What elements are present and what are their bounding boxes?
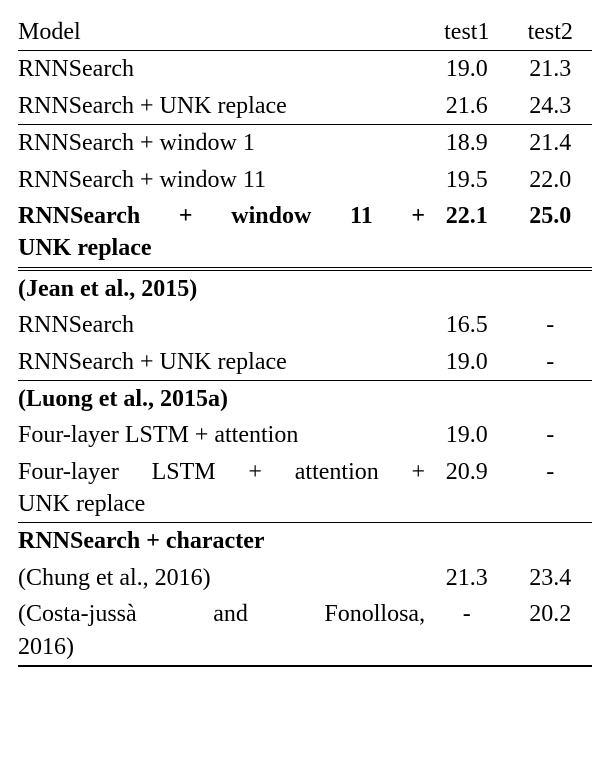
cell-test2: 20.2 — [509, 596, 592, 666]
citation-header: (Jean et al., 2015) — [18, 269, 425, 307]
cell-test2: 21.3 — [509, 51, 592, 88]
cell-test2: - — [509, 454, 592, 523]
cell-model-line2: UNK replace — [18, 488, 425, 520]
table-row: Four-layer LSTM + attention 19.0 - — [18, 417, 592, 453]
col-header-test2: test2 — [509, 14, 592, 51]
table-row: RNNSearch + UNK replace 19.0 - — [18, 344, 592, 381]
table-row: Four-layer LSTM + attention + UNK replac… — [18, 454, 592, 523]
cell-test1: 21.6 — [425, 88, 508, 125]
cell-empty — [509, 523, 592, 560]
rule — [18, 666, 592, 667]
cell-test2: 24.3 — [509, 88, 592, 125]
cell-empty — [425, 523, 508, 560]
cell-model-line1: RNNSearch + window 11 + — [18, 200, 425, 232]
table-row: (Jean et al., 2015) — [18, 269, 592, 307]
cell-empty — [425, 380, 508, 417]
cell-model: (Costa-jussà and Fonollosa, 2016) — [18, 596, 425, 666]
cell-model: RNNSearch + UNK replace — [18, 88, 425, 125]
cell-test2: - — [509, 344, 592, 381]
col-header-model: Model — [18, 14, 425, 51]
cell-model-line2: UNK replace — [18, 232, 425, 264]
cell-test1: 18.9 — [425, 125, 508, 162]
cell-test2: 23.4 — [509, 560, 592, 596]
cell-test1: 20.9 — [425, 454, 508, 523]
cell-model: RNNSearch + window 11 + UNK replace — [18, 198, 425, 269]
citation-header: (Luong et al., 2015a) — [18, 380, 425, 417]
section-header: RNNSearch + character — [18, 523, 425, 560]
cell-model: Four-layer LSTM + attention + UNK replac… — [18, 454, 425, 523]
cell-model: (Chung et al., 2016) — [18, 560, 425, 596]
cell-empty — [425, 269, 508, 307]
cell-empty — [509, 380, 592, 417]
header-row: Model test1 test2 — [18, 14, 592, 51]
cell-test1: 21.3 — [425, 560, 508, 596]
cell-test1: 16.5 — [425, 307, 508, 343]
cell-model-line2: 2016) — [18, 631, 425, 663]
cell-model: RNNSearch + UNK replace — [18, 344, 425, 381]
cell-model-line1: (Costa-jussà and Fonollosa, — [18, 598, 425, 630]
table-row: RNNSearch + window 1 18.9 21.4 — [18, 125, 592, 162]
cell-model-line1: Four-layer LSTM + attention + — [18, 456, 425, 488]
cell-test1: 19.0 — [425, 417, 508, 453]
cell-model: RNNSearch + window 11 — [18, 162, 425, 198]
cell-test1: 22.1 — [425, 198, 508, 269]
table-row: RNNSearch 19.0 21.3 — [18, 51, 592, 88]
table-row: RNNSearch 16.5 - — [18, 307, 592, 343]
results-table: Model test1 test2 RNNSearch 19.0 21.3 RN… — [18, 14, 592, 667]
cell-test1: 19.0 — [425, 344, 508, 381]
table-row: RNNSearch + window 11 19.5 22.0 — [18, 162, 592, 198]
table-row: RNNSearch + UNK replace 21.6 24.3 — [18, 88, 592, 125]
table-row: (Costa-jussà and Fonollosa, 2016) - 20.2 — [18, 596, 592, 666]
cell-test2: 21.4 — [509, 125, 592, 162]
cell-test1: 19.5 — [425, 162, 508, 198]
table-container: Model test1 test2 RNNSearch 19.0 21.3 RN… — [0, 0, 610, 681]
cell-test2: - — [509, 307, 592, 343]
cell-test2: 25.0 — [509, 198, 592, 269]
cell-model: RNNSearch + window 1 — [18, 125, 425, 162]
cell-test2: 22.0 — [509, 162, 592, 198]
cell-test2: - — [509, 417, 592, 453]
table-row: (Luong et al., 2015a) — [18, 380, 592, 417]
col-header-test1: test1 — [425, 14, 508, 51]
cell-model: RNNSearch — [18, 307, 425, 343]
bottom-rule — [18, 666, 592, 667]
table-row: (Chung et al., 2016) 21.3 23.4 — [18, 560, 592, 596]
cell-test1: - — [425, 596, 508, 666]
cell-model: Four-layer LSTM + attention — [18, 417, 425, 453]
table-row: RNNSearch + character — [18, 523, 592, 560]
cell-empty — [509, 269, 592, 307]
cell-model: RNNSearch — [18, 51, 425, 88]
cell-test1: 19.0 — [425, 51, 508, 88]
table-row: RNNSearch + window 11 + UNK replace 22.1… — [18, 198, 592, 269]
